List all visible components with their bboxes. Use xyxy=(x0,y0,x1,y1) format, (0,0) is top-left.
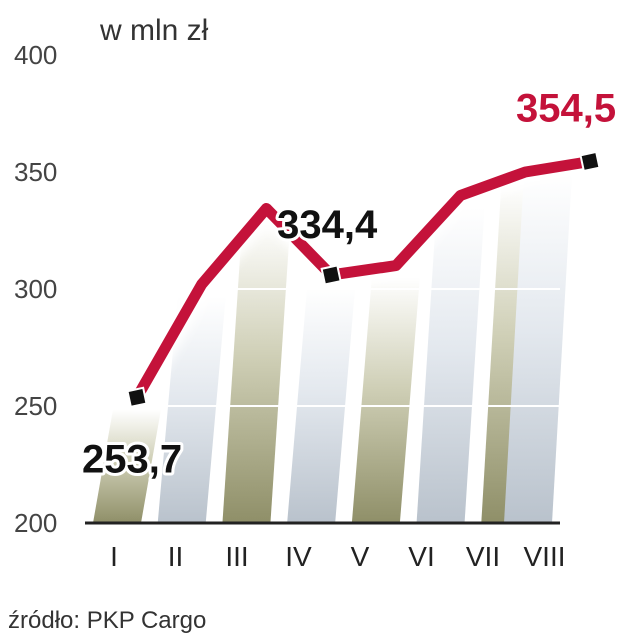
y-tick-label: 400 xyxy=(14,40,57,70)
background-bands xyxy=(93,173,572,523)
x-tick-label: V xyxy=(351,541,370,572)
band-column xyxy=(351,277,420,523)
x-tick-label: IV xyxy=(285,541,312,572)
x-axis-labels: I II III IV V VI VII VIII xyxy=(110,541,565,572)
band-column xyxy=(93,409,161,523)
y-tick-label: 250 xyxy=(14,391,57,421)
x-tick-label: VII xyxy=(466,541,500,572)
band-column xyxy=(416,207,485,523)
band-column xyxy=(222,220,291,523)
y-axis-labels: 200 250 300 350 400 xyxy=(14,40,57,538)
x-tick-label: VIII xyxy=(523,541,565,572)
series-line xyxy=(131,156,596,403)
band-column xyxy=(504,173,572,523)
gridlines xyxy=(110,171,560,407)
band-column xyxy=(287,286,356,523)
x-tick-label: VI xyxy=(408,541,434,572)
y-tick-label: 200 xyxy=(14,508,57,538)
data-label: 253,7 xyxy=(82,437,182,481)
data-marker xyxy=(126,386,148,409)
x-tick-label: III xyxy=(225,541,248,572)
x-tick-label: II xyxy=(168,541,184,572)
data-label: 354,5 xyxy=(516,86,616,130)
source-note: źródło: PKP Cargo xyxy=(8,607,206,634)
data-marker xyxy=(320,264,342,286)
data-label: 334,4 xyxy=(277,203,378,247)
data-markers xyxy=(126,150,601,409)
unit-label: w mln zł xyxy=(99,14,209,47)
data-marker xyxy=(579,150,601,173)
y-tick-label: 300 xyxy=(14,274,57,304)
y-tick-label: 350 xyxy=(14,157,57,187)
x-tick-label: I xyxy=(110,541,118,572)
data-labels: 253,7 334,4 354,5 xyxy=(79,83,619,484)
